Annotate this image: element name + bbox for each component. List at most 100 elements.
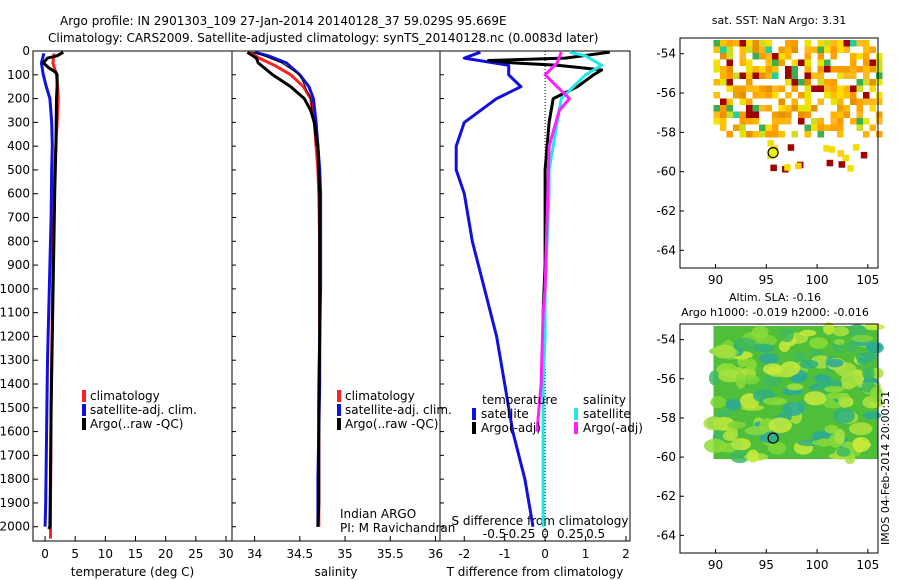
salinity-xtick-label: 34.5 xyxy=(286,547,313,561)
sla-blob xyxy=(799,359,819,369)
differences-xtick-label: -2 xyxy=(458,547,470,561)
sst-cell xyxy=(778,98,785,105)
sst-cell xyxy=(759,40,766,47)
sst-cell xyxy=(791,59,798,66)
sst-cell xyxy=(830,92,837,99)
sst-cell xyxy=(804,66,811,73)
differences-xtick-label: -1 xyxy=(499,547,511,561)
sla_map-axes-box xyxy=(679,323,879,554)
sst-cell xyxy=(720,118,727,125)
sst-cell xyxy=(720,40,727,47)
sla-blob xyxy=(753,343,775,353)
sst-cell xyxy=(726,79,733,86)
salinity-legend-label: climatology xyxy=(345,389,415,403)
differences-panel: -2 -1 0 1 2 T difference from climatology -0.5… xyxy=(439,50,643,579)
sst-cell xyxy=(752,40,759,47)
sst-cell xyxy=(746,85,753,92)
sst-cell xyxy=(746,118,753,125)
sla-blob xyxy=(710,396,726,409)
sst-cell xyxy=(746,105,753,112)
sst-cell xyxy=(850,59,857,66)
sst-cell xyxy=(746,40,753,47)
sst-cell xyxy=(798,92,805,99)
sst-cell xyxy=(824,124,831,131)
temperature-ytick-label: 1900 xyxy=(0,496,30,510)
sst-cell xyxy=(791,40,798,47)
sst-cell xyxy=(863,53,870,60)
sst-cell xyxy=(852,144,860,151)
sst_map-panel: 90 95 100 105 -54 -56 -58 -60 -62 -64 sat. SST: Na… xyxy=(656,14,883,287)
sst-cell xyxy=(733,92,740,99)
sst-cell xyxy=(847,165,854,172)
temperature-legend-swatch xyxy=(82,390,86,402)
sst-cell xyxy=(746,59,753,66)
sst-cell xyxy=(713,105,720,112)
sst-cell xyxy=(739,85,746,92)
imos-timestamp: IMOS 04-Feb-2014 20:00:51 xyxy=(879,391,892,545)
sst-cell xyxy=(869,59,876,66)
temperature-ytick-label: 1500 xyxy=(0,401,30,415)
sst-cell xyxy=(856,105,863,112)
sst_map-ytick-label: -58 xyxy=(656,125,676,139)
sst-cell xyxy=(817,118,824,125)
sst-cell xyxy=(837,105,844,112)
sst-cell xyxy=(837,124,844,131)
sst-cell xyxy=(772,118,779,125)
sst-cell xyxy=(765,92,772,99)
temperature-ytick-label: 500 xyxy=(7,163,30,177)
temperature-ytick-label: 800 xyxy=(7,234,30,248)
diff-legend-swatch xyxy=(574,422,578,434)
temperature-ytick-label: 600 xyxy=(7,187,30,201)
sst-cell xyxy=(837,118,844,125)
salinity-panel: 34 34.5 35 35.5 36 salinity climatologysatelli… xyxy=(231,50,455,579)
sla_map-xtick-label: 100 xyxy=(806,558,829,572)
sst-cell xyxy=(759,85,766,92)
sst-cell xyxy=(824,79,831,86)
sst-cell xyxy=(720,98,727,105)
sst-cell xyxy=(817,85,824,92)
sst-cell xyxy=(785,105,792,112)
sst-cell xyxy=(713,59,720,66)
sst-cell xyxy=(726,111,733,118)
sst-cell xyxy=(837,66,844,73)
sst-cell xyxy=(765,72,772,79)
diff-legend-label: satellite xyxy=(481,407,529,421)
sst_map-ytick-label: -62 xyxy=(656,204,676,218)
sst-cell xyxy=(863,131,870,138)
temperature-ytick-label: 1300 xyxy=(0,353,30,367)
sst-cell xyxy=(798,59,805,66)
sst-cell xyxy=(791,66,798,73)
temperature-xtick-label: 10 xyxy=(98,547,113,561)
sla-blob xyxy=(762,397,787,406)
sla-blob xyxy=(853,437,865,453)
salinity-legend-swatch xyxy=(337,418,341,430)
sst-cell xyxy=(785,40,792,47)
sdiff-tick-label: 0.5 xyxy=(586,527,605,541)
sst-cell xyxy=(713,111,720,118)
sst-cell xyxy=(804,105,811,112)
sst-cell xyxy=(785,79,792,86)
sla-blob xyxy=(834,428,846,444)
temperature-series-argo-raw-qc- xyxy=(41,50,64,530)
temperature-ytick-label: 1400 xyxy=(0,377,30,391)
temperature-ytick-label: 1100 xyxy=(0,306,30,320)
sst-cell xyxy=(850,72,857,79)
sst-cell xyxy=(765,105,772,112)
sst-cell xyxy=(778,59,785,66)
sst-cell xyxy=(772,59,779,66)
sst-cell xyxy=(752,53,759,60)
salinity-xtick-label: 34 xyxy=(247,547,262,561)
sla-blob xyxy=(734,337,757,351)
sst-cell xyxy=(824,40,831,47)
sst-cell xyxy=(785,92,792,99)
sdiff-tick-label: -0.5 xyxy=(483,527,506,541)
sst-cell xyxy=(791,85,798,92)
temperature-xtick-label: 15 xyxy=(128,547,143,561)
sst-cell xyxy=(733,124,740,131)
sst-cell xyxy=(856,124,863,131)
sst_map-ytick-label: -64 xyxy=(656,243,676,257)
sst-cell xyxy=(772,131,779,138)
sst-cell xyxy=(798,105,805,112)
sst-cell xyxy=(804,40,811,47)
sst-cell xyxy=(778,131,785,138)
